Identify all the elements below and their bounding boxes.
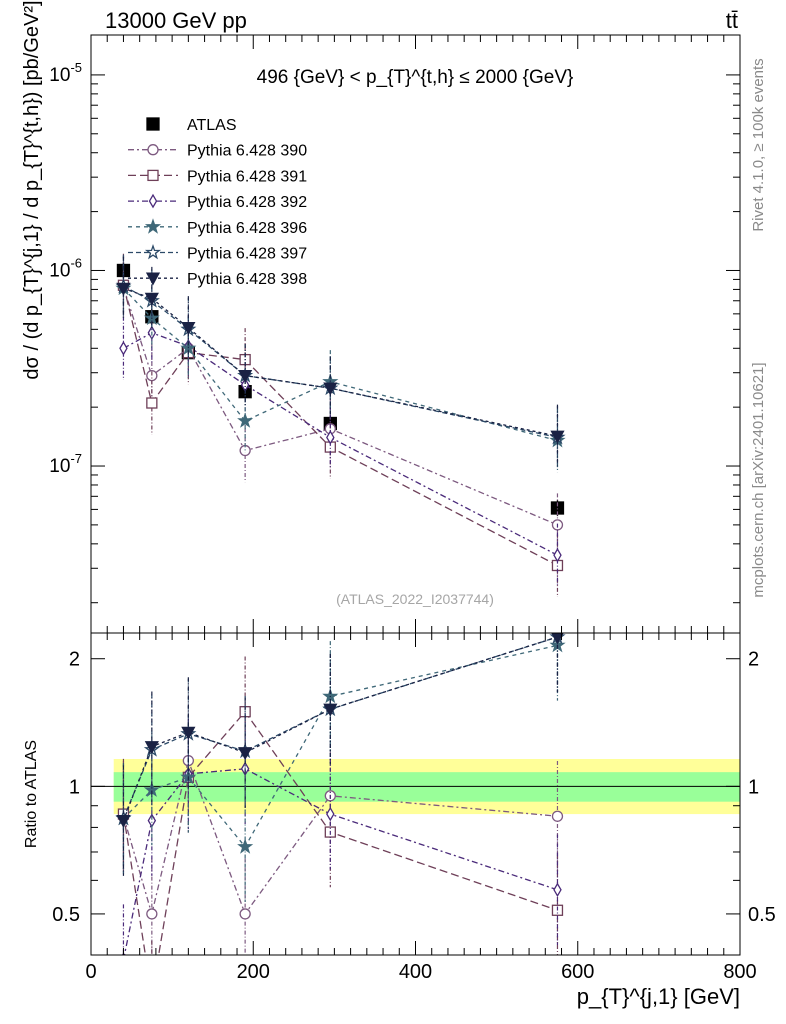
series-pythia-6-428-391 bbox=[117, 253, 564, 598]
legend-entry-pythia-6-428-396: Pythia 6.428 396 bbox=[128, 218, 307, 237]
data-point-pythia-6-428-398 bbox=[116, 282, 131, 296]
data-point-pythia-6-428-396 bbox=[237, 412, 254, 428]
ratio-panel: 0.5 0.5 1 1 2 2 0 200 400 600 800 Ratio to ATLAS p… bbox=[23, 632, 776, 1009]
ratio-point-pythia-6-428-398 bbox=[323, 703, 338, 717]
energy-label: 13000 GeV pp bbox=[105, 8, 247, 33]
ratio-line-pythia-6-428-396 bbox=[123, 644, 558, 848]
main-panel: 10-5 10-6 10-7 496 {GeV} < p_{T}^{t,h} ≤ 2… bbox=[21, 0, 741, 634]
ratio-point-pythia-6-428-390 bbox=[551, 810, 564, 822]
series-line-pythia-6-428-391 bbox=[122, 285, 558, 567]
series-pythia-6-428-390 bbox=[117, 255, 564, 557]
ratio-series-pythia-6-428-398 bbox=[116, 633, 564, 876]
legend-entry-pythia-6-428-392: Pythia 6.428 392 bbox=[128, 193, 307, 211]
x-tick-label: 0 bbox=[85, 961, 96, 983]
y-tick-label: 10-7 bbox=[49, 451, 82, 477]
x-axis-label: p_{T}^{j,1} [GeV] bbox=[577, 984, 740, 1009]
ratio-band-inner bbox=[113, 772, 740, 802]
ratio-series-pythia-6-428-391 bbox=[117, 656, 564, 1001]
x-tick-label: 600 bbox=[561, 961, 594, 983]
x-tick-label: 800 bbox=[723, 961, 756, 983]
legend-label: ATLAS bbox=[187, 117, 237, 134]
legend-label: Pythia 6.428 396 bbox=[187, 220, 307, 237]
ratio-y-tick-label: 2 bbox=[69, 649, 80, 671]
ratio-point-pythia-6-428-396 bbox=[237, 838, 254, 854]
ratio-y-tick-label-right: 2 bbox=[748, 649, 759, 671]
legend-entry-pythia-6-428-390: Pythia 6.428 390 bbox=[128, 143, 307, 160]
legend-label: Pythia 6.428 398 bbox=[187, 271, 307, 288]
y-tick-label: 10-5 bbox=[49, 60, 82, 86]
legend-marker-pythia-6-428-392 bbox=[148, 193, 158, 209]
legend-entry-pythia-6-428-391: Pythia 6.428 391 bbox=[128, 168, 307, 185]
legend-marker-pythia-6-428-398 bbox=[145, 272, 161, 286]
ratio-y-tick-label: 1 bbox=[69, 776, 80, 798]
data-point-pythia-6-428-398 bbox=[181, 322, 196, 336]
legend: ATLAS Pythia 6.428 390 Pythia 6.428 391 Pyt… bbox=[128, 117, 307, 288]
series-line-pythia-6-428-390 bbox=[122, 287, 558, 526]
data-point-pythia-6-428-398 bbox=[238, 369, 253, 383]
ratio-line-pythia-6-428-390 bbox=[122, 758, 558, 917]
ratio-y-tick-label-right: 0.5 bbox=[748, 904, 776, 926]
series-pythia-6-428-398 bbox=[116, 256, 565, 468]
ratio-point-pythia-6-428-392 bbox=[553, 882, 562, 898]
cut-label: 496 {GeV} < p_{T}^{t,h} ≤ 2000 {GeV} bbox=[257, 67, 574, 88]
legend-label: Pythia 6.428 397 bbox=[187, 246, 307, 263]
analysis-id-label: (ATLAS_2022_I2037744) bbox=[336, 591, 494, 607]
legend-entry-pythia-6-428-397: Pythia 6.428 397 bbox=[128, 243, 307, 263]
legend-marker-atlas bbox=[146, 117, 160, 131]
y-tick-label: 10-6 bbox=[49, 255, 82, 281]
ratio-y-tick-label: 0.5 bbox=[52, 904, 80, 926]
data-point-pythia-6-428-391 bbox=[146, 397, 158, 409]
legend-entry-pythia-6-428-398: Pythia 6.428 398 bbox=[128, 271, 307, 288]
rivet-side-label: Rivet 4.1.0, ≥ 100k events bbox=[750, 58, 767, 231]
ratio-point-pythia-6-428-398 bbox=[551, 633, 564, 645]
x-tick-label: 200 bbox=[237, 961, 270, 983]
ratio-point-pythia-6-428-390 bbox=[239, 908, 251, 920]
legend-label: Pythia 6.428 392 bbox=[187, 194, 307, 211]
data-point-pythia-6-428-392 bbox=[119, 340, 128, 356]
series-pythia-6-428-397 bbox=[115, 254, 566, 470]
ratio-line-pythia-6-428-391 bbox=[122, 710, 558, 955]
series-pythia-6-428-392 bbox=[119, 301, 562, 587]
y-axis-label-ratio: Ratio to ATLAS bbox=[23, 740, 40, 848]
legend-marker-pythia-6-428-391 bbox=[147, 169, 159, 182]
ratio-line-pythia-6-428-392 bbox=[123, 768, 558, 955]
series-line-pythia-6-428-396 bbox=[123, 287, 558, 442]
process-label: tt̄ bbox=[726, 8, 738, 33]
ratio-point-pythia-6-428-398 bbox=[144, 741, 159, 755]
series-pythia-6-428-396 bbox=[115, 256, 566, 473]
series-atlas bbox=[116, 262, 565, 517]
legend-marker-pythia-6-428-390 bbox=[147, 144, 159, 156]
legend-marker-pythia-6-428-396 bbox=[144, 218, 162, 234]
data-point-pythia-6-428-398 bbox=[550, 430, 565, 444]
legend-marker-pythia-6-428-397 bbox=[144, 243, 162, 260]
series-line-pythia-6-428-392 bbox=[123, 332, 558, 556]
data-point-pythia-6-428-398 bbox=[323, 382, 338, 396]
legend-label: Pythia 6.428 390 bbox=[187, 143, 307, 160]
ratio-line-pythia-6-428-398 bbox=[122, 636, 558, 821]
ratio-point-pythia-6-428-390 bbox=[146, 908, 158, 920]
ratio-point-pythia-6-428-398 bbox=[238, 747, 253, 761]
ratio-point-pythia-6-428-392 bbox=[326, 806, 335, 822]
ratio-point-pythia-6-428-396 bbox=[322, 687, 339, 704]
ratio-point-pythia-6-428-398 bbox=[116, 814, 131, 828]
data-point-pythia-6-428-392 bbox=[326, 430, 335, 445]
legend-entry-atlas: ATLAS bbox=[146, 117, 237, 134]
data-point-pythia-6-428-398 bbox=[144, 292, 159, 306]
data-point-pythia-6-428-392 bbox=[553, 547, 562, 563]
ratio-series-pythia-6-428-390 bbox=[117, 705, 564, 955]
x-tick-label: 400 bbox=[399, 961, 432, 983]
ratio-y-tick-label-right: 1 bbox=[748, 776, 759, 798]
legend-label: Pythia 6.428 391 bbox=[187, 168, 307, 185]
y-axis-label-main: dσ / (d p_{T}^{j,1} / d p_{T}^{t,h}) [pb… bbox=[21, 0, 43, 379]
ratio-point-pythia-6-428-398 bbox=[181, 726, 196, 740]
ratio-point-pythia-6-428-391 bbox=[147, 991, 157, 1001]
mcplots-side-label: mcplots.cern.ch [arXiv:2401.10621] bbox=[750, 362, 767, 597]
